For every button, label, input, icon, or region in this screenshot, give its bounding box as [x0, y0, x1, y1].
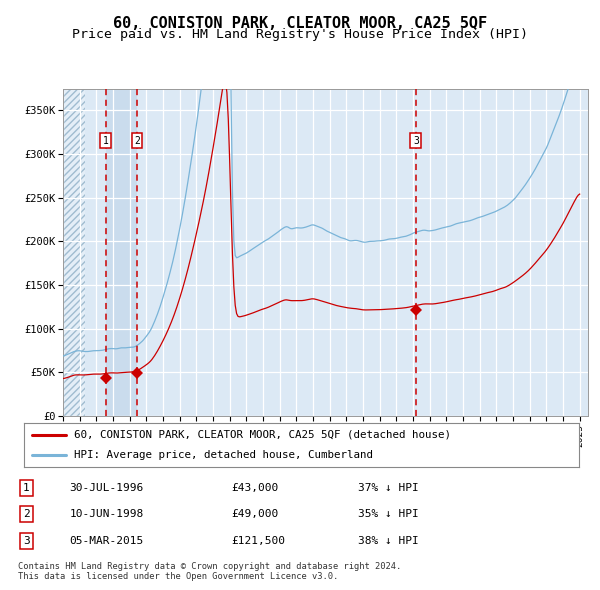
Text: 1: 1: [103, 136, 109, 146]
Text: 05-MAR-2015: 05-MAR-2015: [70, 536, 144, 546]
Text: 35% ↓ HPI: 35% ↓ HPI: [358, 509, 418, 519]
Text: 37% ↓ HPI: 37% ↓ HPI: [358, 483, 418, 493]
Text: 60, CONISTON PARK, CLEATOR MOOR, CA25 5QF: 60, CONISTON PARK, CLEATOR MOOR, CA25 5Q…: [113, 16, 487, 31]
Text: £43,000: £43,000: [231, 483, 278, 493]
Bar: [63, 88, 85, 416]
Text: 3: 3: [23, 536, 30, 546]
Text: 60, CONISTON PARK, CLEATOR MOOR, CA25 5QF (detached house): 60, CONISTON PARK, CLEATOR MOOR, CA25 5Q…: [74, 430, 451, 440]
Bar: [63, 88, 85, 416]
Text: Contains HM Land Registry data © Crown copyright and database right 2024.
This d: Contains HM Land Registry data © Crown c…: [18, 562, 401, 581]
Text: 2: 2: [23, 509, 30, 519]
Text: 30-JUL-1996: 30-JUL-1996: [70, 483, 144, 493]
Text: Price paid vs. HM Land Registry's House Price Index (HPI): Price paid vs. HM Land Registry's House …: [72, 28, 528, 41]
Text: 38% ↓ HPI: 38% ↓ HPI: [358, 536, 418, 546]
Text: HPI: Average price, detached house, Cumberland: HPI: Average price, detached house, Cumb…: [74, 450, 373, 460]
Text: 10-JUN-1998: 10-JUN-1998: [70, 509, 144, 519]
Text: 3: 3: [413, 136, 419, 146]
Text: 2: 2: [134, 136, 140, 146]
Text: £49,000: £49,000: [231, 509, 278, 519]
Text: £121,500: £121,500: [231, 536, 285, 546]
Bar: [106, 88, 137, 416]
Text: 1: 1: [23, 483, 30, 493]
